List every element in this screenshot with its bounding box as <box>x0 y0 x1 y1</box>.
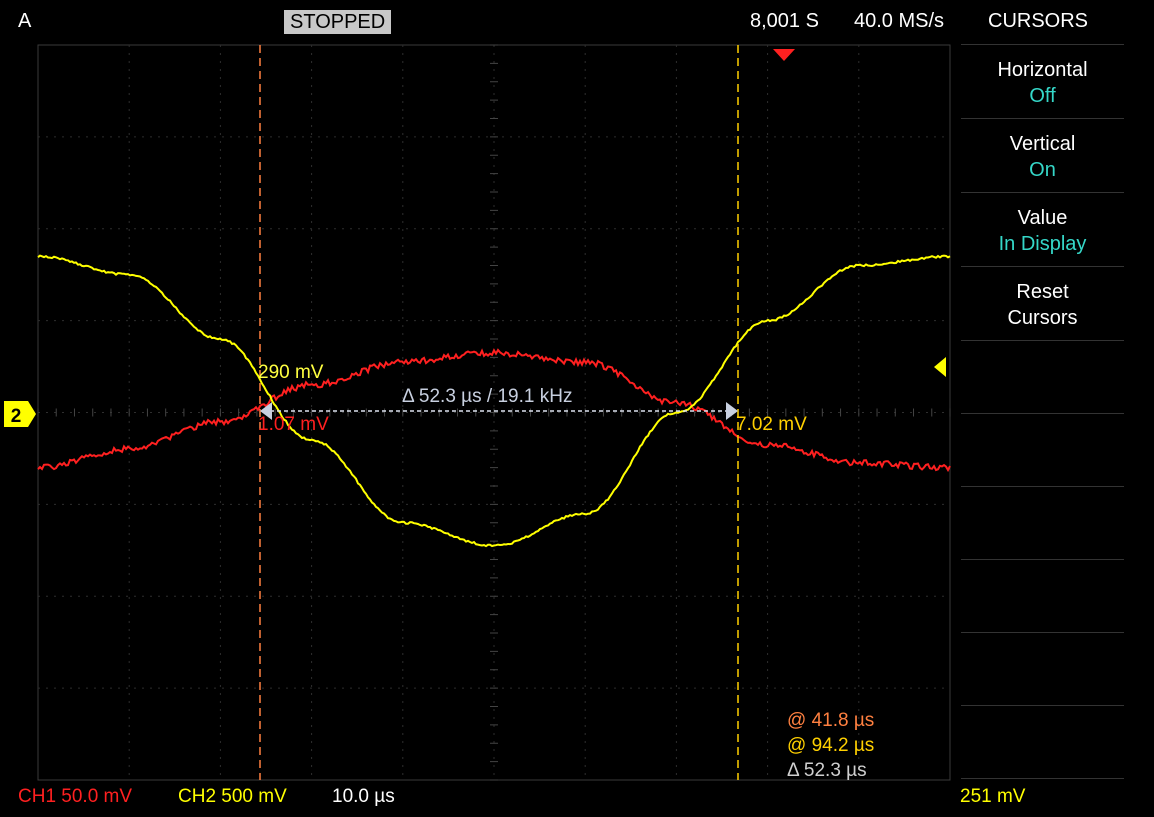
menu-item-label: Value <box>961 205 1124 231</box>
delta-readout: Δ 52.3 µs / 19.1 kHz <box>402 386 572 408</box>
ch1-scale[interactable]: CH1 50.0 mV <box>18 786 132 808</box>
menu-title: CURSORS <box>988 10 1088 33</box>
menu-item-value: Off <box>961 83 1124 109</box>
menu-item-label: Vertical <box>961 131 1124 157</box>
ch2-scale[interactable]: CH2 500 mV <box>178 786 287 808</box>
channel-2-marker-label: 2 <box>11 406 22 427</box>
menu-reset-cursors-button[interactable]: Reset Cursors <box>961 266 1124 341</box>
menu-empty-slot <box>961 559 1124 632</box>
menu-item-label: Reset <box>961 279 1124 305</box>
run-state-badge[interactable]: STOPPED <box>284 10 391 34</box>
channel-2-marker-arrow-icon <box>28 401 36 427</box>
trigger-level-icon[interactable] <box>934 357 946 377</box>
menu-empty-slot <box>961 486 1124 559</box>
graticule <box>38 45 950 780</box>
sample-rate: 40.0 MS/s <box>854 10 944 33</box>
menu-horizontal-button[interactable]: Horizontal Off <box>961 44 1124 119</box>
menu-vertical-button[interactable]: Vertical On <box>961 118 1124 193</box>
cursor-2-time: @ 94.2 µs <box>787 735 874 757</box>
menu-item-value: On <box>961 157 1124 183</box>
menu-empty-slot <box>961 705 1124 779</box>
trigger-mode: A <box>18 10 31 33</box>
cursor-1-time: @ 41.8 µs <box>787 710 874 732</box>
menu-empty-slot <box>961 632 1124 705</box>
trigger-position-icon[interactable] <box>773 49 795 61</box>
cursor-1-ch2-value: 290 mV <box>258 362 323 384</box>
sample-count: 8,001 S <box>750 10 819 33</box>
menu-empty-slot <box>961 340 1124 413</box>
menu-item-label: Horizontal <box>961 57 1124 83</box>
cursor-1-ch1-value: 1.07 mV <box>258 414 329 436</box>
menu-item-value: In Display <box>961 231 1124 257</box>
trigger-level[interactable]: 251 mV <box>960 786 1025 808</box>
menu-empty-slot <box>961 413 1124 486</box>
timebase[interactable]: 10.0 µs <box>332 786 395 808</box>
menu-value-button[interactable]: Value In Display <box>961 192 1124 267</box>
menu-item-value: Cursors <box>961 305 1124 331</box>
delta-time: Δ 52.3 µs <box>787 760 867 782</box>
cursor-2-ch1-value: 7.02 mV <box>736 414 807 436</box>
